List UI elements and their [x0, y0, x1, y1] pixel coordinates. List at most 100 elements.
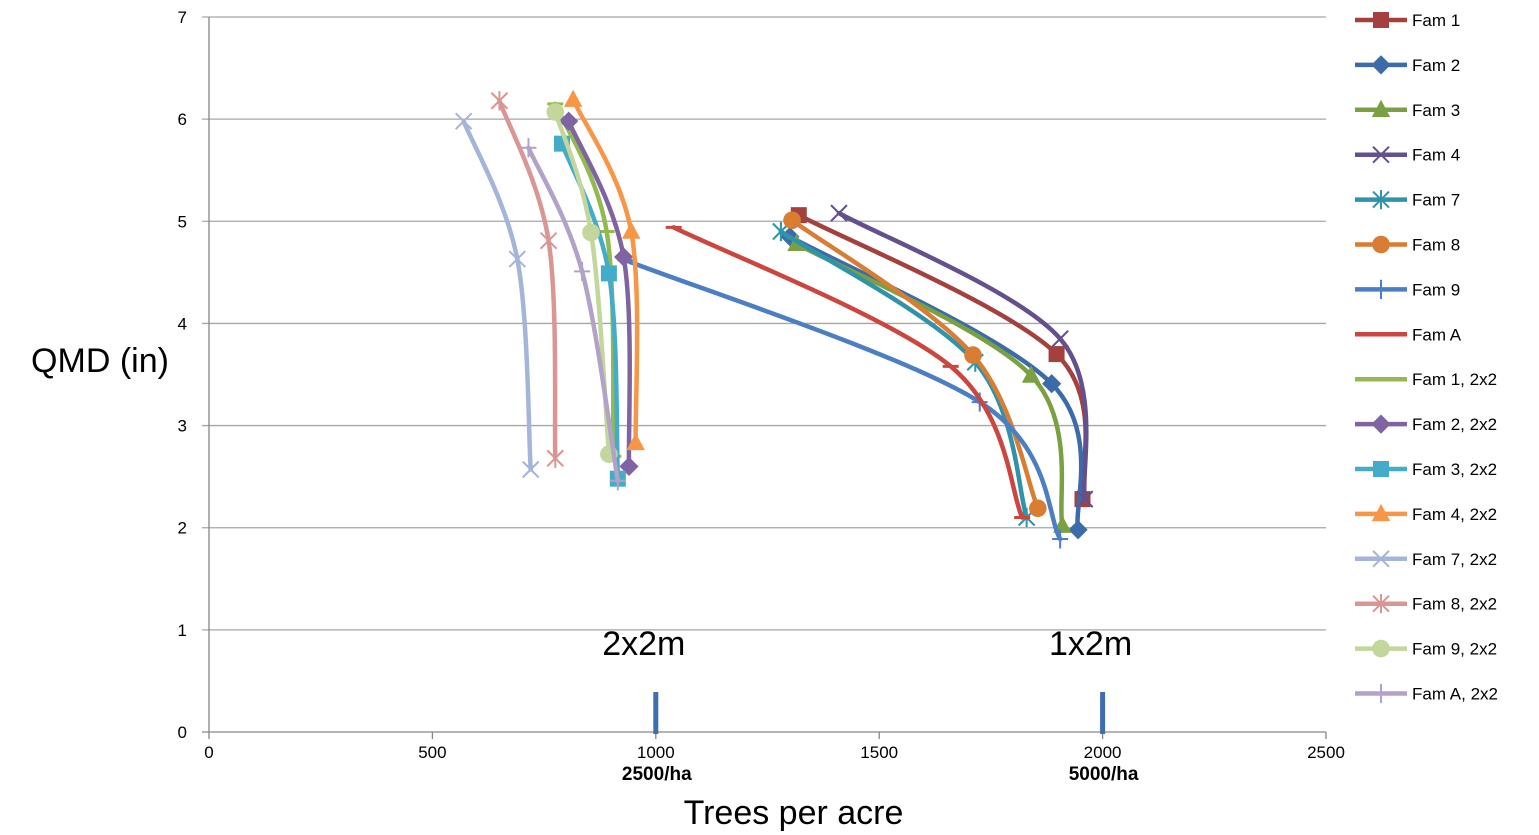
legend-label: Fam 4	[1412, 146, 1460, 165]
series-fam-7-2x2	[454, 112, 540, 479]
data-point	[1076, 490, 1094, 508]
data-point	[830, 204, 848, 222]
legend-marker	[1372, 639, 1390, 658]
data-point	[1048, 346, 1065, 363]
data-point	[520, 138, 537, 158]
data-point	[546, 103, 565, 121]
legend-label: Fam 1	[1412, 11, 1460, 30]
legend-label: Fam 2	[1412, 56, 1460, 75]
annotations: 2x2m 2500/ha 1x2m 5000/ha	[602, 625, 1139, 785]
data-point	[563, 89, 583, 107]
data-point	[619, 456, 639, 477]
legend-marker	[1372, 190, 1390, 210]
series-line	[789, 218, 1041, 511]
legend-marker	[1371, 99, 1391, 117]
legend-label: Fam A	[1412, 325, 1462, 344]
data-point	[1021, 365, 1041, 383]
legend-entry: Fam A	[1355, 325, 1462, 344]
series-fam-2	[780, 227, 1088, 540]
legend-entry: Fam 1, 2x2	[1355, 370, 1497, 389]
legend-entry: Fam 4, 2x2	[1355, 503, 1497, 524]
series-line	[671, 225, 1025, 520]
data-point	[1042, 374, 1062, 394]
density-label: 5000/ha	[1069, 764, 1139, 785]
legend-label: Fam 2, 2x2	[1412, 415, 1497, 434]
density-label: 2500/ha	[622, 764, 692, 785]
x-tick-label: 1500	[860, 743, 898, 762]
y-tick-label: 0	[178, 723, 187, 742]
series-fam-8	[783, 211, 1047, 518]
legend-marker	[1373, 12, 1389, 28]
legend-entry: Fam 2, 2x2	[1355, 414, 1497, 434]
x-axis-title: Trees per acre	[684, 794, 904, 832]
legend-marker	[1372, 594, 1390, 614]
legend-label: Fam A, 2x2	[1412, 685, 1498, 704]
legend-entry: Fam 8	[1355, 236, 1460, 255]
y-axis-title: QMD (in)	[31, 342, 169, 380]
y-tick-label: 7	[178, 8, 187, 27]
series-line	[526, 145, 621, 483]
legend-entry: Fam A, 2x2	[1355, 683, 1498, 704]
legend-label: Fam 3, 2x2	[1412, 460, 1497, 479]
series-line	[461, 118, 533, 472]
legend-label: Fam 1, 2x2	[1412, 370, 1497, 389]
y-tick-label: 3	[178, 417, 187, 436]
legend-marker	[1373, 683, 1389, 704]
x-tick-label: 1000	[637, 743, 675, 762]
legend-marker	[1371, 503, 1391, 522]
data-point	[614, 247, 634, 267]
legend-marker	[1371, 414, 1391, 434]
series-fam-7	[772, 221, 1036, 528]
y-tick-label: 1	[178, 621, 187, 640]
data-point	[582, 223, 600, 242]
legend-entry: Fam 1	[1355, 11, 1460, 30]
legend-marker	[1372, 235, 1390, 254]
legend-label: Fam 3	[1412, 101, 1460, 120]
series-fam-8-2x2	[490, 91, 564, 468]
data-point	[559, 111, 579, 131]
legend-entry: Fam 9	[1355, 279, 1460, 299]
legend-entry: Fam 8, 2x2	[1355, 594, 1497, 614]
series-line	[623, 257, 1063, 542]
gridlines	[202, 16, 1326, 733]
data-point	[1052, 529, 1069, 549]
legend: Fam 1 Fam 2 Fam 3 Fam 4 Fam 7 Fam 8 Fam 9 Fam A…	[1355, 11, 1498, 704]
axes: 0 1 2 3 4 5 6 7 0 500 1000 1500 2000 2500	[178, 8, 1345, 762]
series-layer	[454, 89, 1094, 549]
series-fam-a	[665, 225, 1031, 520]
data-point	[521, 460, 540, 479]
data-point	[626, 432, 645, 451]
data-point	[490, 91, 509, 111]
legend-marker	[1373, 461, 1389, 477]
spacing-label: 1x2m	[1049, 625, 1132, 663]
x-tick-label: 2500	[1307, 743, 1345, 762]
legend-label: Fam 8	[1412, 236, 1460, 255]
series-fam-2-2x2	[559, 111, 639, 477]
data-point	[609, 471, 626, 491]
legend-label: Fam 4, 2x2	[1412, 505, 1497, 524]
series-fam-4-2x2	[563, 89, 645, 451]
series-fam-4	[830, 204, 1094, 508]
legend-entry: Fam 7, 2x2	[1355, 550, 1497, 569]
series-line	[787, 234, 1084, 533]
x-tick-label: 0	[204, 743, 213, 762]
legend-entry: Fam 9, 2x2	[1355, 640, 1497, 659]
series-line	[794, 241, 1065, 528]
y-tick-label: 5	[178, 212, 187, 231]
legend-entry: Fam 7	[1355, 190, 1460, 210]
spacing-label: 2x2m	[602, 625, 685, 663]
legend-entry: Fam 4	[1355, 146, 1460, 165]
data-point	[574, 261, 591, 281]
legend-marker	[1373, 279, 1389, 299]
data-point	[964, 346, 982, 364]
x-tick-label: 500	[418, 743, 446, 762]
x-tick-label: 2000	[1084, 743, 1122, 762]
data-point	[546, 448, 564, 468]
data-point	[539, 231, 558, 251]
legend-label: Fam 8, 2x2	[1412, 595, 1497, 614]
data-point	[508, 250, 526, 268]
data-point	[1051, 330, 1069, 348]
series-line	[553, 109, 612, 457]
legend-marker	[1372, 550, 1390, 568]
